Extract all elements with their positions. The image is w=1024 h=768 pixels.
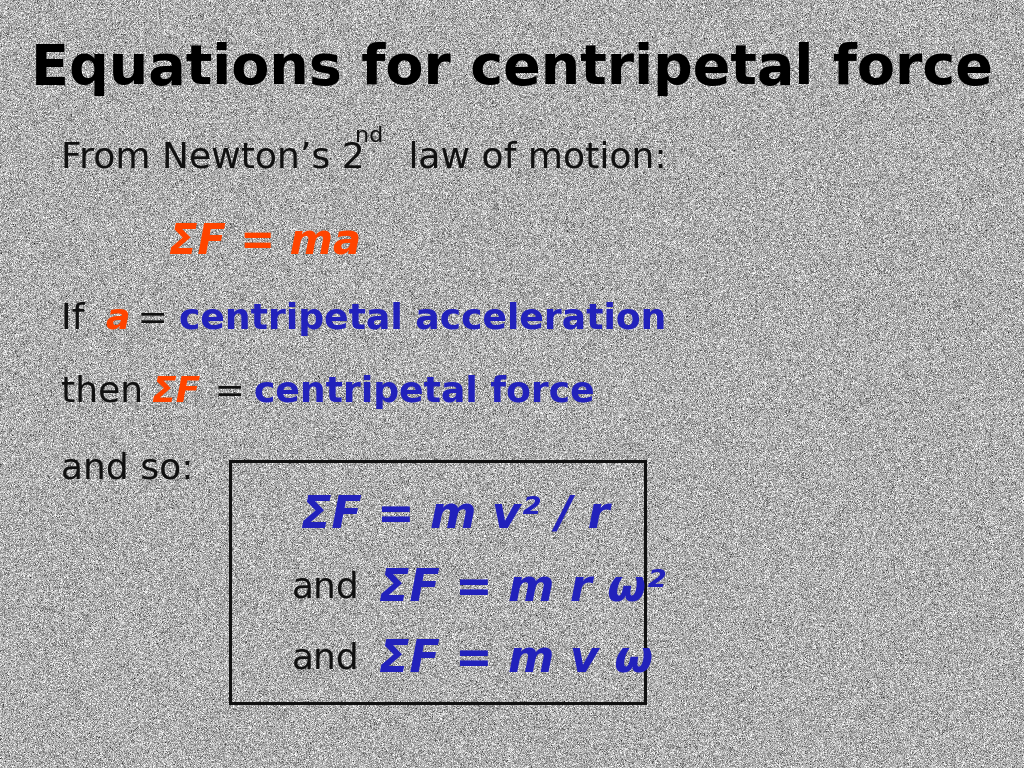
Text: centripetal force: centripetal force bbox=[254, 375, 595, 409]
Text: =: = bbox=[203, 375, 256, 409]
Text: If: If bbox=[61, 302, 96, 336]
Text: and: and bbox=[292, 642, 359, 676]
Text: From Newton’s 2: From Newton’s 2 bbox=[61, 141, 366, 174]
Text: centripetal acceleration: centripetal acceleration bbox=[179, 302, 667, 336]
Text: ΣF = m r ω²: ΣF = m r ω² bbox=[379, 566, 666, 609]
Text: Equations for centripetal force: Equations for centripetal force bbox=[31, 42, 993, 96]
Text: =: = bbox=[126, 302, 179, 336]
Text: nd: nd bbox=[355, 126, 384, 146]
Text: ΣF = ma: ΣF = ma bbox=[169, 221, 361, 263]
Text: and: and bbox=[292, 571, 359, 604]
Text: ΣF: ΣF bbox=[152, 375, 201, 409]
Text: ΣF = m v ω: ΣF = m v ω bbox=[379, 637, 653, 680]
Text: law of motion:: law of motion: bbox=[397, 141, 667, 174]
Text: ΣF = m v² / r: ΣF = m v² / r bbox=[301, 493, 609, 536]
Text: a: a bbox=[105, 302, 130, 336]
Text: then: then bbox=[61, 375, 155, 409]
Text: and so:: and so: bbox=[61, 452, 194, 485]
